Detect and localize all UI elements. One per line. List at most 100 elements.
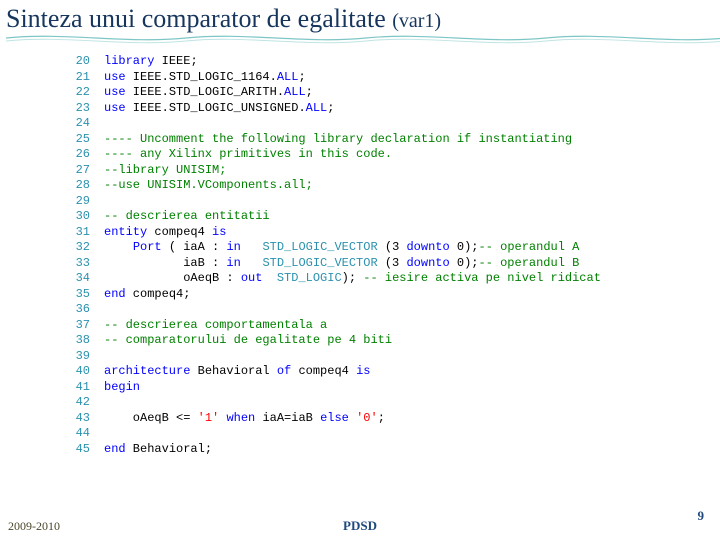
code-token-kw: end	[104, 442, 126, 456]
code-token-type: STD_LOGIC_VECTOR	[262, 256, 377, 270]
line-number: 31	[56, 225, 90, 241]
code-token-kw: use	[104, 85, 126, 99]
code-token-kw: else	[320, 411, 349, 425]
code-token-kw: end	[104, 287, 126, 301]
line-number: 21	[56, 70, 90, 86]
code-token-kw: downto	[406, 240, 449, 254]
code-token-id: compeq4;	[126, 287, 191, 301]
code-line: 38 -- comparatorului de egalitate pe 4 bi…	[56, 333, 720, 349]
code-token-cmt: --library UNISIM;	[104, 163, 226, 177]
line-number: 30	[56, 209, 90, 225]
code-token-kw: entity	[104, 225, 147, 239]
code-line: 24	[56, 116, 720, 132]
code-token-id: IEEE	[154, 54, 190, 68]
code-token-id	[241, 256, 263, 270]
code-line: 25 ---- Uncomment the following library d…	[56, 132, 720, 148]
code-line: 28 --use UNISIM.VComponents.all;	[56, 178, 720, 194]
code-token-id: ( iaA :	[162, 240, 227, 254]
code-token-op: ;	[306, 85, 313, 99]
code-token-str: '1'	[198, 411, 220, 425]
code-token-op: ;	[327, 101, 334, 115]
code-token-op: ;	[298, 70, 305, 84]
code-line: 40 architecture Behavioral of compeq4 is	[56, 364, 720, 380]
line-number: 45	[56, 442, 90, 458]
code-token-id: IEEE.STD_LOGIC_ARITH.	[126, 85, 284, 99]
code-line: 42	[56, 395, 720, 411]
code-token-kw: out	[241, 271, 263, 285]
code-token-kw: library	[104, 54, 154, 68]
code-token-id: 0);	[450, 240, 479, 254]
line-number: 38	[56, 333, 90, 349]
footer-center-label: PDSD	[343, 518, 377, 534]
code-line: 31entity compeq4 is	[56, 225, 720, 241]
line-number: 22	[56, 85, 90, 101]
code-token-kw: in	[226, 240, 240, 254]
code-token-id: ;	[378, 411, 385, 425]
code-line: 22use IEEE.STD_LOGIC_ARITH.ALL;	[56, 85, 720, 101]
line-number: 25	[56, 132, 90, 148]
code-token-cmt: ---- Uncomment the following library dec…	[104, 132, 572, 146]
code-token-str: '0'	[356, 411, 378, 425]
code-token-cmt: --use UNISIM.VComponents.all;	[104, 178, 313, 192]
code-line: 29	[56, 194, 720, 210]
footer-year: 2009-2010	[8, 519, 60, 534]
code-token-id: IEEE.STD_LOGIC_UNSIGNED.	[126, 101, 306, 115]
line-number: 29	[56, 194, 90, 210]
code-token-id: oAeqB <=	[104, 411, 198, 425]
code-line: 32 Port ( iaA : in STD_LOGIC_VECTOR (3 d…	[56, 240, 720, 256]
code-line: 36	[56, 302, 720, 318]
code-token-kw: of	[277, 364, 291, 378]
code-line: 35 end compeq4;	[56, 287, 720, 303]
line-number: 28	[56, 178, 90, 194]
line-number: 27	[56, 163, 90, 179]
code-token-id: (3	[378, 240, 407, 254]
line-number: 32	[56, 240, 90, 256]
line-number: 39	[56, 349, 90, 365]
slide-footer: 2009-2010 PDSD 9	[0, 519, 720, 534]
code-token-cmt: -- operandul A	[479, 240, 580, 254]
footer-page-number: 9	[698, 508, 705, 524]
code-line: 37-- descrierea comportamentala a	[56, 318, 720, 334]
line-number: 35	[56, 287, 90, 303]
code-token-id: Behavioral	[190, 364, 276, 378]
code-token-id	[104, 240, 133, 254]
code-line: 45 end Behavioral;	[56, 442, 720, 458]
code-token-kw: architecture	[104, 364, 190, 378]
line-number: 43	[56, 411, 90, 427]
code-token-id: iaB :	[104, 256, 226, 270]
code-token-id: compeq4	[291, 364, 356, 378]
line-number: 24	[56, 116, 90, 132]
line-number: 20	[56, 54, 90, 70]
code-line: 39	[56, 349, 720, 365]
code-token-cmt: -- comparatorului de egalitate pe 4 biti	[104, 333, 392, 347]
code-token-id: IEEE.STD_LOGIC_1164.	[126, 70, 277, 84]
code-token-id: (3	[378, 256, 407, 270]
code-token-kw: ALL	[306, 101, 328, 115]
line-number: 40	[56, 364, 90, 380]
line-number: 34	[56, 271, 90, 287]
code-line: 34 oAeqB : out STD_LOGIC); -- iesire act…	[56, 271, 720, 287]
slide-title: Sinteza unui comparator de egalitate	[6, 4, 392, 33]
code-token-cmt: -- operandul B	[479, 256, 580, 270]
code-token-type: STD_LOGIC_VECTOR	[262, 240, 377, 254]
code-token-kw: is	[356, 364, 370, 378]
title-underline-decoration	[6, 34, 714, 42]
code-token-kw: Port	[133, 240, 162, 254]
code-token-kw: use	[104, 70, 126, 84]
code-token-type: STD_LOGIC	[277, 271, 342, 285]
code-line: 44	[56, 426, 720, 442]
code-token-id	[241, 240, 263, 254]
code-token-kw: is	[212, 225, 226, 239]
code-line: 43 oAeqB <= '1' when iaA=iaB else '0';	[56, 411, 720, 427]
code-line: 26---- any Xilinx primitives in this cod…	[56, 147, 720, 163]
code-token-id: Behavioral;	[126, 442, 212, 456]
slide-title-bar: Sinteza unui comparator de egalitate (va…	[0, 0, 720, 50]
code-token-kw: in	[226, 256, 240, 270]
code-token-cmt: -- iesire activa pe nivel ridicat	[363, 271, 601, 285]
slide-title-variant: (var1)	[392, 10, 441, 32]
code-token-kw: downto	[406, 256, 449, 270]
code-line: 23use IEEE.STD_LOGIC_UNSIGNED.ALL;	[56, 101, 720, 117]
code-token-cmt: ---- any Xilinx primitives in this code.	[104, 147, 392, 161]
code-token-kw: use	[104, 101, 126, 115]
code-token-cmt: -- descrierea entitatii	[104, 209, 270, 223]
